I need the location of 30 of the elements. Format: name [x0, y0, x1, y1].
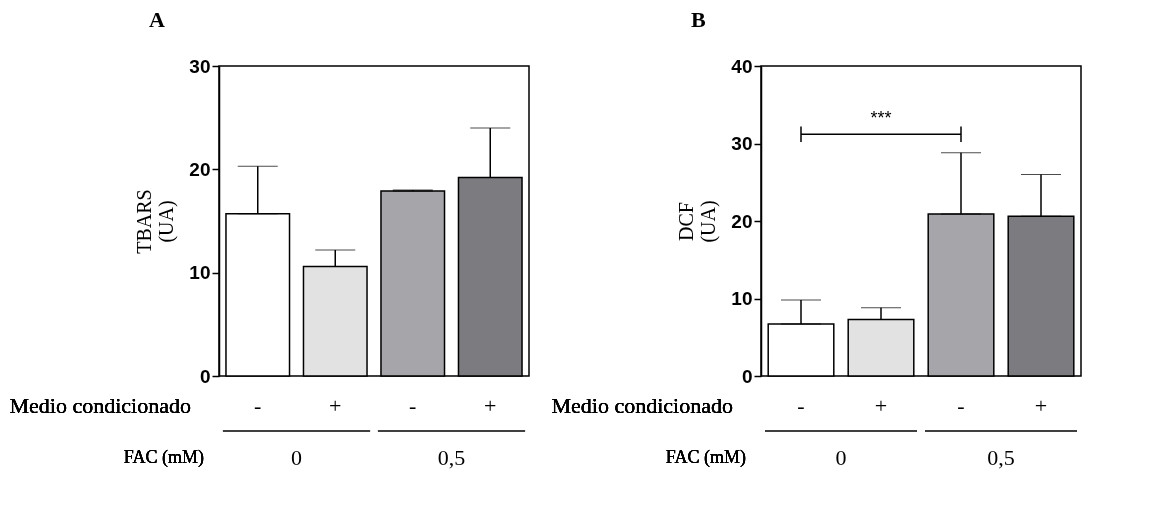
x-tick-label: +	[1034, 393, 1048, 418]
annotation: ***	[870, 108, 892, 129]
x-tick-label: -	[957, 393, 965, 418]
y-tick-label: 10	[189, 262, 211, 284]
text: FAC (mM)	[665, 447, 746, 468]
x-tick-label: +	[329, 393, 342, 418]
y-tick-label: 10	[731, 288, 753, 309]
y-tick-label: 20	[189, 158, 211, 180]
x-tick-label: +	[874, 393, 888, 418]
text: 0,5	[987, 445, 1015, 470]
y-tick-label: 0	[199, 365, 211, 387]
y-tick-label: 30	[731, 133, 753, 154]
x-tick-label: -	[797, 393, 805, 418]
y-axis-title: DCF (UA)	[675, 200, 721, 243]
y-tick-label: 40	[731, 55, 753, 77]
text: Medio condicionado	[551, 393, 733, 418]
x-tick-label: -	[254, 393, 262, 418]
x-tick-label: -	[409, 393, 417, 418]
y-tick-label: 20	[731, 210, 753, 232]
y-tick-label: 0	[741, 365, 753, 387]
y-axis-title: TBARS (UA)	[133, 189, 179, 254]
text: FAC (mM)	[123, 447, 204, 468]
text: 0,5	[437, 445, 466, 470]
text: 0	[291, 445, 302, 470]
text: 0	[835, 445, 847, 470]
y-tick-label: 30	[189, 55, 211, 77]
text: Medio condicionado	[9, 393, 191, 418]
chart-title: B	[691, 7, 706, 32]
x-tick-label: +	[484, 393, 497, 418]
chart-title: A	[149, 7, 165, 32]
